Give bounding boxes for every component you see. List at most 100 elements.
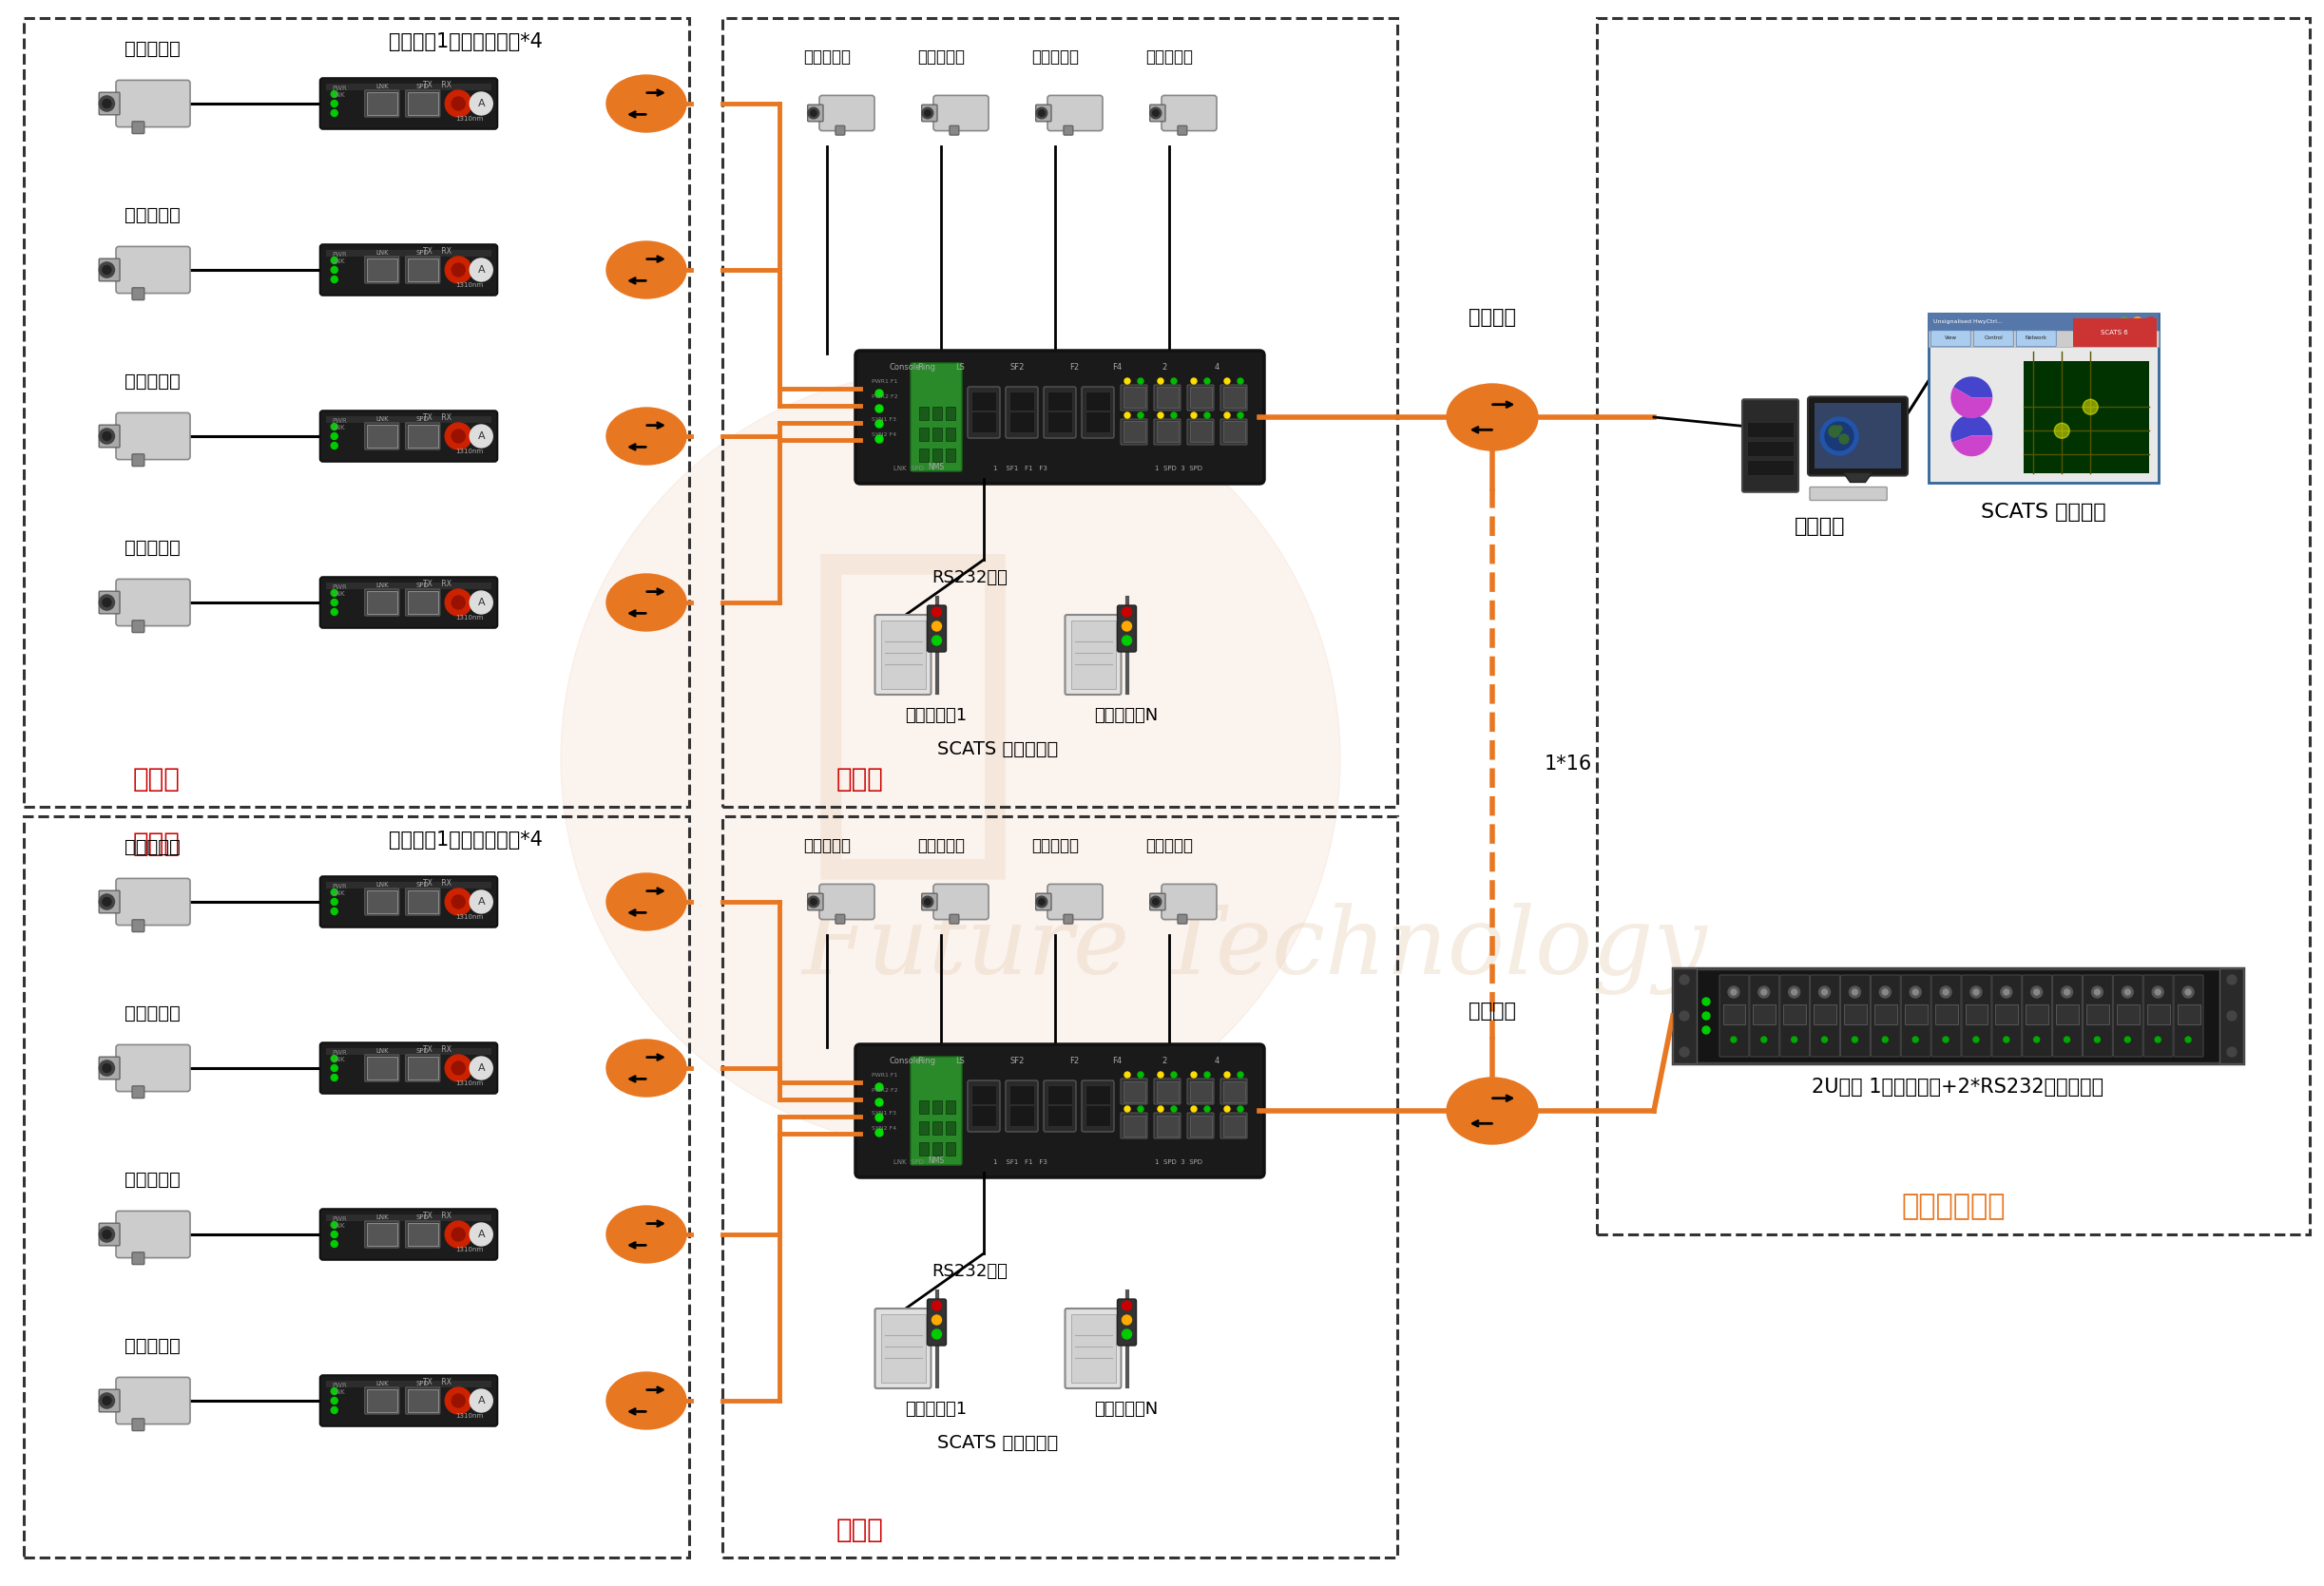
FancyBboxPatch shape <box>116 246 191 293</box>
Text: 网络摄像机: 网络摄像机 <box>804 49 851 65</box>
Circle shape <box>1171 1072 1176 1077</box>
Text: 网络摄像机: 网络摄像机 <box>123 837 179 856</box>
FancyBboxPatch shape <box>1929 314 2159 330</box>
Circle shape <box>1973 990 1980 994</box>
Circle shape <box>2152 986 2164 998</box>
FancyBboxPatch shape <box>367 259 397 281</box>
Text: SPD: SPD <box>416 582 430 588</box>
FancyBboxPatch shape <box>407 1055 439 1082</box>
FancyBboxPatch shape <box>946 1121 955 1134</box>
FancyBboxPatch shape <box>100 1056 121 1080</box>
Circle shape <box>1122 607 1132 617</box>
FancyBboxPatch shape <box>1081 387 1113 438</box>
Text: F2: F2 <box>1069 1056 1078 1066</box>
Circle shape <box>1239 1105 1243 1112</box>
Text: TX    RX: TX RX <box>423 1378 451 1386</box>
FancyBboxPatch shape <box>2178 1004 2201 1025</box>
FancyBboxPatch shape <box>1155 1113 1181 1139</box>
FancyBboxPatch shape <box>809 893 823 910</box>
Text: Console: Console <box>888 363 920 371</box>
Circle shape <box>2034 990 2040 994</box>
Circle shape <box>100 262 114 278</box>
Text: 1  SPD  3  SPD: 1 SPD 3 SPD <box>1155 1159 1202 1166</box>
Circle shape <box>1792 1037 1796 1042</box>
Text: TX    RX: TX RX <box>423 247 451 255</box>
FancyBboxPatch shape <box>1162 95 1218 130</box>
Circle shape <box>1239 377 1243 384</box>
Circle shape <box>1225 1072 1229 1077</box>
FancyBboxPatch shape <box>1120 1078 1148 1104</box>
Circle shape <box>2064 1037 2071 1042</box>
Text: 路口控制器1: 路口控制器1 <box>906 707 967 725</box>
FancyBboxPatch shape <box>1815 403 1901 469</box>
Text: LNK  SPD: LNK SPD <box>892 466 923 471</box>
FancyBboxPatch shape <box>932 449 941 462</box>
Text: 光纤网络: 光纤网络 <box>1469 308 1515 327</box>
Text: 路口控制器1: 路口控制器1 <box>906 1400 967 1418</box>
FancyBboxPatch shape <box>321 1375 497 1426</box>
Circle shape <box>932 636 941 646</box>
Text: TX    RX: TX RX <box>423 1045 451 1053</box>
Circle shape <box>932 607 941 617</box>
Text: Ring: Ring <box>918 363 937 371</box>
FancyBboxPatch shape <box>1157 1115 1178 1136</box>
Text: SPD: SPD <box>416 84 430 89</box>
FancyBboxPatch shape <box>1009 392 1034 411</box>
FancyBboxPatch shape <box>1931 975 1961 1056</box>
Circle shape <box>1913 1037 1917 1042</box>
Circle shape <box>330 907 337 915</box>
FancyBboxPatch shape <box>1720 975 1750 1056</box>
Circle shape <box>1852 990 1857 994</box>
FancyBboxPatch shape <box>1220 1113 1248 1139</box>
Text: 网络摄像机: 网络摄像机 <box>123 1004 179 1023</box>
FancyBboxPatch shape <box>946 1101 955 1113</box>
Text: A: A <box>476 898 486 907</box>
Text: 工业轨式1路百兆收发器*4: 工业轨式1路百兆收发器*4 <box>388 32 544 51</box>
Text: SPD: SPD <box>416 1048 430 1053</box>
Circle shape <box>2185 1037 2192 1042</box>
FancyBboxPatch shape <box>325 251 493 257</box>
Circle shape <box>1822 990 1827 994</box>
Circle shape <box>2182 986 2194 998</box>
FancyBboxPatch shape <box>116 412 191 460</box>
Text: TX    RX: TX RX <box>423 414 451 422</box>
Text: PWR2 F2: PWR2 F2 <box>872 395 897 400</box>
Text: 控制柜: 控制柜 <box>132 831 181 856</box>
Text: 1310nm: 1310nm <box>456 282 483 287</box>
FancyBboxPatch shape <box>1843 1004 1866 1025</box>
Circle shape <box>451 596 465 609</box>
FancyBboxPatch shape <box>934 95 988 130</box>
Ellipse shape <box>607 874 686 931</box>
FancyBboxPatch shape <box>321 577 497 628</box>
Circle shape <box>102 1396 112 1405</box>
Circle shape <box>1703 1012 1710 1020</box>
FancyBboxPatch shape <box>367 1056 397 1080</box>
FancyBboxPatch shape <box>920 1142 930 1156</box>
FancyBboxPatch shape <box>1081 1080 1113 1132</box>
Text: 1310nm: 1310nm <box>456 1413 483 1418</box>
FancyBboxPatch shape <box>321 244 497 295</box>
Circle shape <box>1125 412 1129 419</box>
FancyBboxPatch shape <box>934 883 988 920</box>
Circle shape <box>330 1231 337 1237</box>
FancyBboxPatch shape <box>946 428 955 441</box>
FancyBboxPatch shape <box>365 1055 400 1082</box>
FancyBboxPatch shape <box>367 592 397 614</box>
Circle shape <box>1680 1047 1690 1056</box>
Text: 控制柜: 控制柜 <box>837 766 883 793</box>
Text: 交警指挥中心: 交警指挥中心 <box>1901 1193 2006 1220</box>
Circle shape <box>1122 622 1132 631</box>
Text: LS: LS <box>955 363 964 371</box>
Text: TX    RX: TX RX <box>423 879 451 888</box>
Text: SPD: SPD <box>416 416 430 422</box>
FancyBboxPatch shape <box>1220 1078 1248 1104</box>
Text: RS232数据: RS232数据 <box>932 1262 1006 1280</box>
Circle shape <box>2154 1037 2161 1042</box>
FancyBboxPatch shape <box>1043 387 1076 438</box>
Text: SCATS 交通系统: SCATS 交通系统 <box>1980 503 2106 522</box>
FancyBboxPatch shape <box>1048 1105 1071 1126</box>
FancyBboxPatch shape <box>2073 319 2157 347</box>
Circle shape <box>1171 377 1176 384</box>
FancyBboxPatch shape <box>365 90 400 117</box>
FancyBboxPatch shape <box>321 78 497 128</box>
